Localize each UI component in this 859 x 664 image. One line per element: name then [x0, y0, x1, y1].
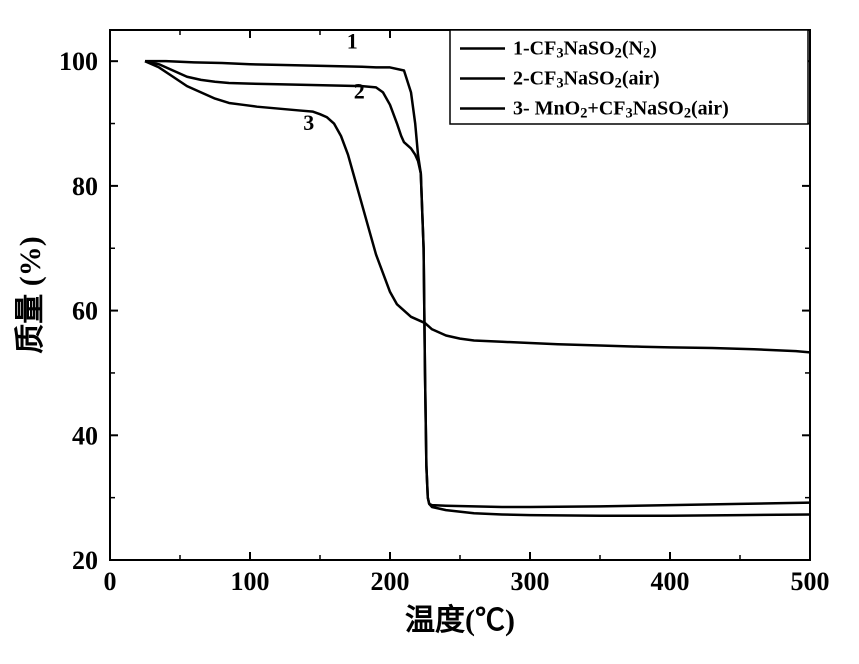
series-line-2 — [145, 61, 810, 516]
chart-svg: 0 100 200 300 400 500 20 40 60 80 100 温度(℃) 质量 (%) 1 2… — [0, 0, 859, 664]
x-tick-label: 100 — [231, 567, 270, 596]
legend-label-3: 3- MnO2+CF3NaSO2(air) — [513, 98, 729, 122]
series-line-1 — [145, 61, 810, 507]
x-tick-label: 400 — [651, 567, 690, 596]
x-tick-label: 500 — [791, 567, 830, 596]
y-tick-label: 80 — [72, 172, 98, 201]
x-tick-label: 0 — [104, 567, 117, 596]
curve-label-3: 3 — [303, 110, 314, 135]
x-tick-label: 200 — [371, 567, 410, 596]
curve-label-1: 1 — [347, 29, 358, 54]
legend-label-1: 1-CF3NaSO2(N2) — [513, 38, 657, 62]
tga-chart: 0 100 200 300 400 500 20 40 60 80 100 温度(℃) 质量 (%) 1 2… — [0, 0, 859, 664]
y-tick-label: 60 — [72, 297, 98, 326]
y-tick-label: 20 — [72, 546, 98, 575]
legend-label-2: 2-CF3NaSO2(air) — [513, 68, 660, 92]
y-axis-label: 质量 (%) — [14, 236, 47, 353]
y-tick-label: 100 — [59, 47, 98, 76]
x-axis-label: 温度(℃) — [405, 604, 515, 637]
curve-label-2: 2 — [354, 79, 365, 104]
x-tick-label: 300 — [511, 567, 550, 596]
y-tick-label: 40 — [72, 421, 98, 450]
